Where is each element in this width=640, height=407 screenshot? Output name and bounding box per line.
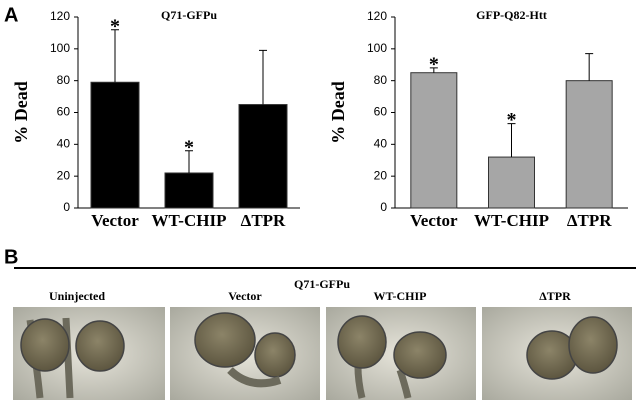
x-tick-label: ΔTPR [241,211,286,230]
y-tick-label: 120 [367,9,387,23]
image-label: Uninjected [49,289,105,303]
error-bar [185,150,193,173]
error-bar [585,53,594,81]
significance-marker: * [110,15,120,37]
y-tick-label: 100 [367,41,387,55]
bar [164,172,214,209]
y-tick-label: 20 [374,168,388,182]
panel-label: A [4,4,18,26]
x-tick-label: Vector [410,211,458,230]
chart-title: GFP-Q82-Htt [476,8,547,22]
error-bar [259,49,267,105]
bar [565,80,613,209]
significance-marker: * [507,109,517,131]
micrograph [170,307,320,400]
y-axis-label: % Dead [328,81,348,144]
significance-marker: * [184,136,194,158]
y-tick-label: 20 [57,168,71,182]
y-tick-label: 80 [57,73,71,87]
y-tick-label: 80 [374,73,388,87]
x-tick-label: WT-CHIP [474,211,549,230]
image-label: Vector [228,289,262,303]
bar [238,104,288,209]
micrograph [13,307,165,400]
x-tick-label: WT-CHIP [152,211,227,230]
bar [90,81,140,209]
chart-title: Q71-GFPu [161,8,217,22]
micrograph [482,307,632,400]
y-tick-label: 40 [374,137,388,151]
x-tick-label: Vector [91,211,139,230]
y-tick-label: 100 [50,41,70,55]
micrograph [326,307,476,400]
error-bar [111,29,119,83]
panel-title: Q71-GFPu [294,277,350,291]
image-label: WT-CHIP [374,289,427,303]
y-tick-label: 0 [63,200,70,214]
y-tick-label: 60 [57,105,71,119]
bar [488,156,535,209]
error-bar [429,67,438,73]
y-tick-label: 60 [374,105,388,119]
x-tick-label: ΔTPR [567,211,612,230]
image-label: ΔTPR [539,289,571,303]
y-tick-label: 0 [380,200,387,214]
bar [410,72,458,209]
error-bar [507,123,516,158]
y-tick-label: 40 [57,137,71,151]
y-axis-label: % Dead [11,81,31,144]
significance-marker: * [429,54,439,76]
panel-label: B [4,246,18,268]
y-tick-label: 120 [50,9,70,23]
